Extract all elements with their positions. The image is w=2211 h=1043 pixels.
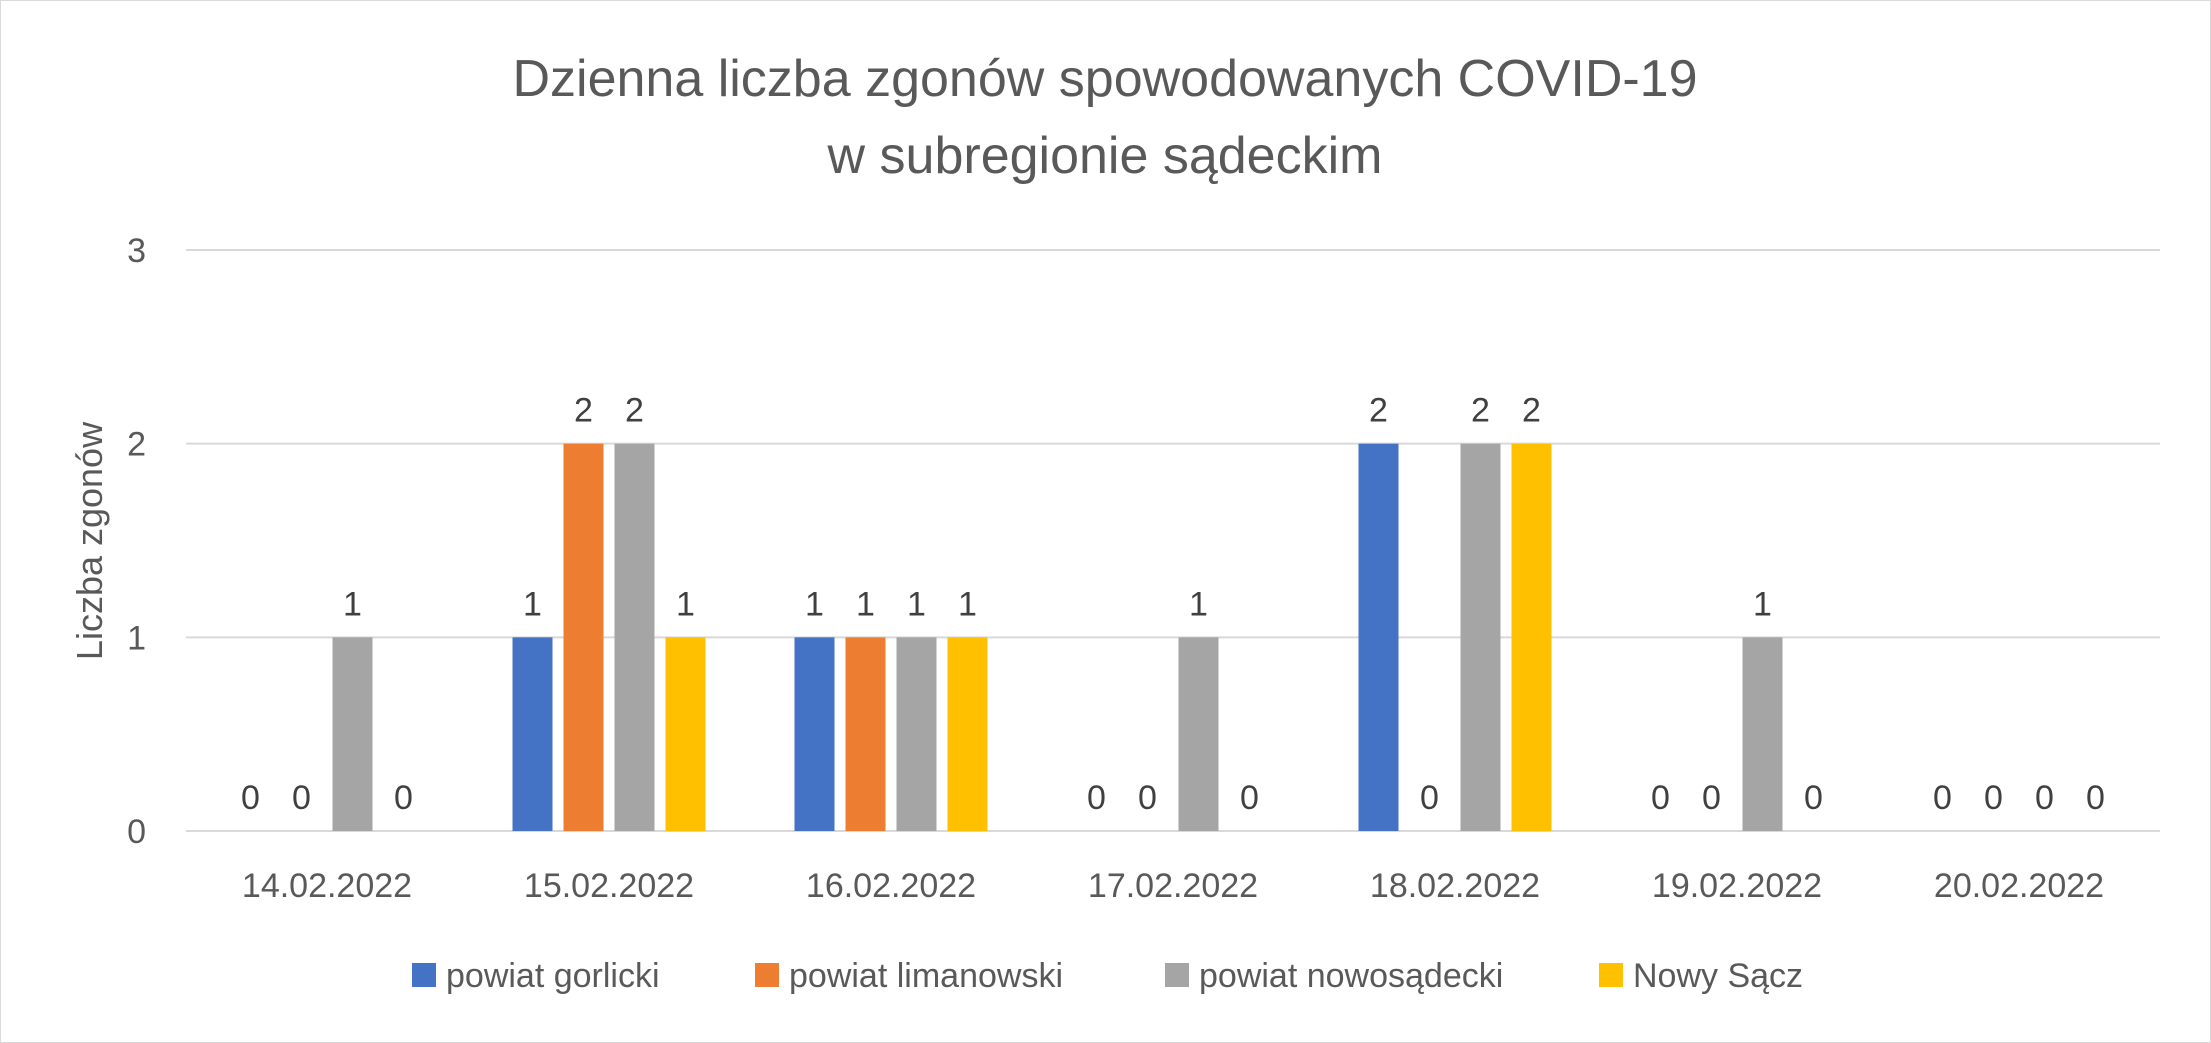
data-label: 1: [343, 585, 362, 623]
y-tick-label: 0: [127, 813, 146, 851]
data-label: 2: [1369, 392, 1388, 430]
bar: [614, 443, 655, 831]
data-label: 0: [292, 779, 311, 817]
x-axis-ticks: 14.02.2022 15.02.2022 16.02.2022 17.02.2022…: [242, 867, 2104, 905]
bar: [947, 637, 988, 831]
bar: [332, 637, 373, 831]
data-label: 0: [2035, 779, 2054, 817]
data-label: 1: [805, 585, 824, 623]
legend-swatch: [1165, 963, 1189, 987]
data-label: 0: [1087, 779, 1106, 817]
x-tick-label: 16.02.2022: [806, 867, 976, 905]
legend-swatch: [1599, 963, 1623, 987]
data-label: 2: [574, 392, 593, 430]
bar: [512, 637, 553, 831]
data-label: 1: [907, 585, 926, 623]
bar: [1511, 443, 1552, 831]
x-tick-label: 14.02.2022: [242, 867, 412, 905]
y-axis-label: Liczba zgonów: [69, 421, 110, 660]
y-tick-label: 3: [127, 232, 146, 270]
x-tick-label: 20.02.2022: [1934, 867, 2104, 905]
x-tick-label: 15.02.2022: [524, 867, 694, 905]
legend-swatch: [412, 963, 436, 987]
data-label: 0: [1138, 779, 1157, 817]
bar: [665, 637, 706, 831]
data-label: 1: [958, 585, 977, 623]
bar: [1178, 637, 1219, 831]
data-label: 0: [2086, 779, 2105, 817]
x-tick-label: 17.02.2022: [1088, 867, 1258, 905]
data-label: 0: [1702, 779, 1721, 817]
gridlines: [186, 249, 2160, 832]
data-label: 0: [1240, 779, 1259, 817]
legend-entry: powiat nowosądecki: [1199, 957, 1503, 995]
data-label: 0: [241, 779, 260, 817]
chart-title: Dzienna liczba zgonów spowodowanych COVI…: [512, 50, 1697, 108]
x-tick-label: 19.02.2022: [1652, 867, 1822, 905]
data-label: 1: [1753, 585, 1772, 623]
legend: powiat gorlicki powiat limanowski powiat n…: [412, 957, 1803, 995]
legend-entry: Nowy Sącz: [1633, 957, 1803, 995]
bar: [1358, 443, 1399, 831]
y-axis-ticks: 0 1 2 3: [127, 232, 146, 851]
data-label: 0: [1984, 779, 2003, 817]
legend-swatch: [755, 963, 779, 987]
legend-entry: powiat gorlicki: [446, 957, 660, 995]
bar: [1742, 637, 1783, 831]
data-label: 1: [1189, 585, 1208, 623]
data-label: 0: [1651, 779, 1670, 817]
data-label: 0: [1933, 779, 1952, 817]
x-tick-label: 18.02.2022: [1370, 867, 1540, 905]
data-label: 0: [394, 779, 413, 817]
bar: [794, 637, 835, 831]
data-label: 1: [676, 585, 695, 623]
y-tick-label: 2: [127, 426, 146, 464]
data-label: 2: [1522, 392, 1541, 430]
data-label: 0: [1420, 779, 1439, 817]
data-label: 0: [1804, 779, 1823, 817]
data-label: 1: [523, 585, 542, 623]
bar: [845, 637, 886, 831]
y-tick-label: 1: [127, 619, 146, 657]
bar: [1460, 443, 1501, 831]
data-label: 1: [856, 585, 875, 623]
legend-entry: powiat limanowski: [789, 957, 1063, 995]
data-label: 2: [1471, 392, 1490, 430]
bar: [896, 637, 937, 831]
chart-subtitle: w subregionie sądeckim: [827, 127, 1383, 185]
bars: [332, 443, 1783, 831]
bar: [563, 443, 604, 831]
data-label: 2: [625, 392, 644, 430]
